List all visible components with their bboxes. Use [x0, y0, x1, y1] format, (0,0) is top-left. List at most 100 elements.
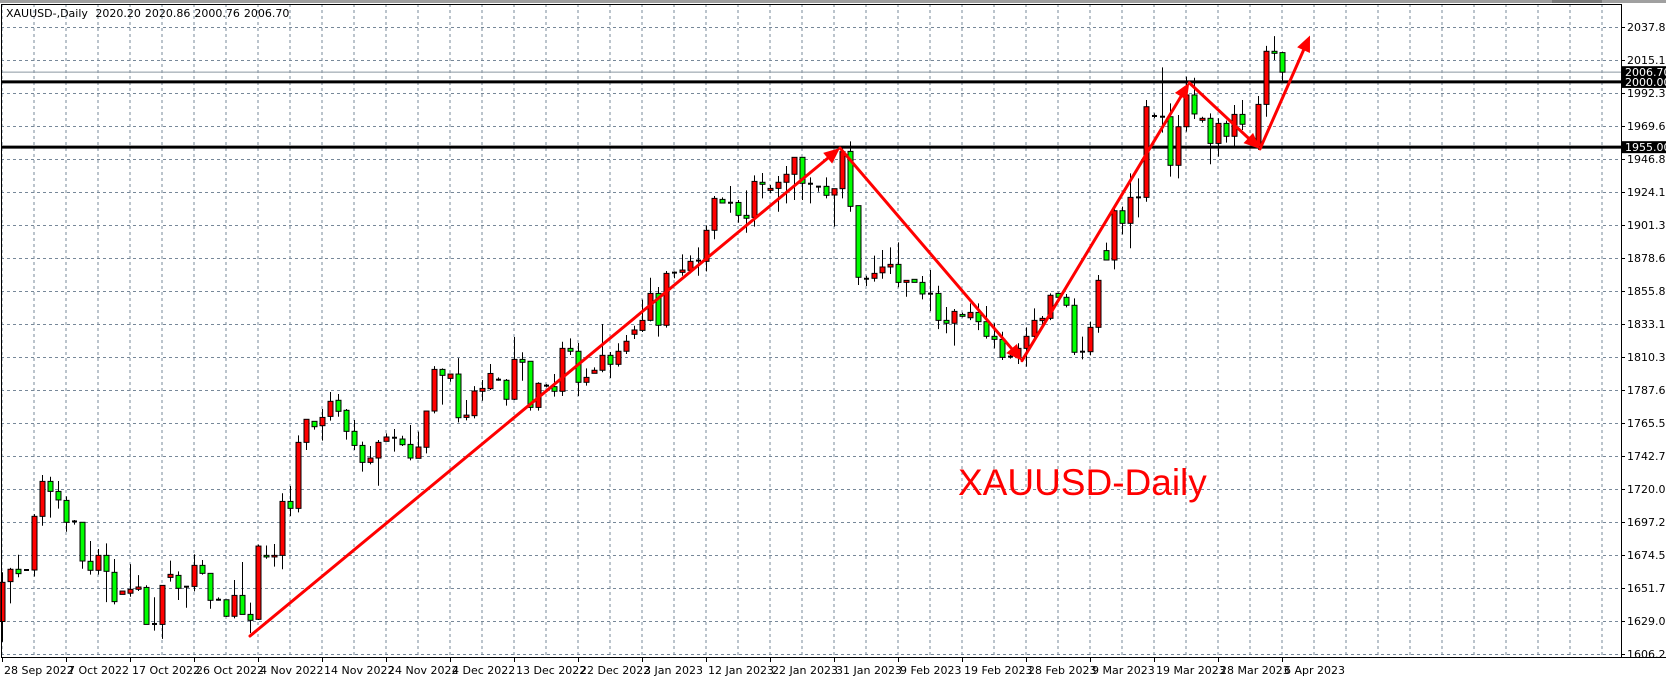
candle-body	[455, 373, 462, 419]
date-tick-label: 19 Mar 2023	[1156, 664, 1226, 677]
close-value: 2006.70	[243, 7, 290, 20]
candle-body	[191, 564, 198, 587]
candle-body	[0, 581, 6, 623]
scroll-tab[interactable]	[1552, 0, 1602, 3]
trend-arrow	[1020, 82, 1190, 363]
candle	[623, 335, 630, 355]
candle-body	[1255, 103, 1262, 148]
candle-body	[1199, 117, 1206, 121]
date-tick-label: 7 Oct 2022	[68, 664, 129, 677]
candle	[399, 435, 406, 446]
candle-body	[47, 480, 54, 492]
trend-arrow	[248, 148, 840, 638]
candle-body	[871, 272, 878, 279]
candle	[855, 205, 862, 285]
candle	[95, 548, 102, 575]
grid	[1, 4, 1621, 657]
price-axis[interactable]: 2037.85 2015.10 1992.35 1969.60 1946.85 1924.…	[1621, 21, 1666, 661]
candle-body	[951, 310, 958, 324]
candle	[759, 172, 766, 199]
candle-body	[207, 572, 214, 601]
candle-body	[1063, 296, 1070, 306]
candle	[607, 351, 614, 378]
candle-body	[375, 441, 382, 459]
candle	[375, 440, 382, 486]
candle-body	[231, 594, 238, 617]
candle-body	[615, 350, 622, 365]
candle	[703, 225, 710, 272]
candle	[943, 307, 950, 334]
bid-price-tag-bg	[1622, 66, 1666, 79]
candle-body	[711, 197, 718, 231]
candle	[935, 285, 942, 330]
candle	[1136, 178, 1141, 218]
candle-body	[247, 613, 254, 621]
candle-body	[303, 418, 310, 443]
trend-arrow	[1258, 35, 1310, 151]
candle-body	[1271, 50, 1278, 54]
candle	[447, 373, 454, 382]
candle-body	[1207, 117, 1214, 144]
candle	[247, 602, 254, 634]
candle	[615, 343, 622, 367]
candle-body	[463, 414, 470, 418]
candle	[63, 496, 70, 532]
candle	[319, 409, 326, 441]
candle-body	[327, 400, 334, 417]
candle-body	[503, 379, 510, 400]
candle-body	[1119, 210, 1126, 224]
level-price-tag: 2000.00	[1625, 76, 1666, 89]
candle	[519, 352, 526, 381]
candle	[887, 247, 894, 274]
candle	[479, 379, 486, 401]
candle-body	[775, 181, 782, 189]
candle	[279, 493, 286, 570]
candle	[791, 156, 798, 200]
candle	[103, 543, 110, 603]
date-tick-label: 22 Jan 2023	[772, 664, 838, 677]
candle	[511, 337, 518, 401]
candle-body	[919, 281, 926, 295]
candle	[783, 166, 790, 204]
candle	[591, 367, 598, 374]
candle	[1175, 114, 1182, 179]
candle	[1160, 67, 1165, 133]
price-tick-label: 1946.85	[1627, 153, 1666, 166]
candle	[184, 585, 189, 608]
candle	[463, 400, 470, 421]
candle	[72, 519, 77, 525]
candle	[808, 177, 813, 204]
candle	[55, 480, 62, 509]
candle	[255, 544, 262, 621]
candle-body	[759, 181, 766, 185]
date-tick-label: 4 Nov 2022	[260, 664, 323, 677]
candle	[143, 585, 150, 625]
candle-body	[1215, 122, 1222, 144]
candle-body	[983, 321, 990, 337]
candle-body	[975, 311, 982, 323]
candle	[903, 279, 910, 297]
price-tick-label: 1765.50	[1627, 417, 1666, 430]
candle	[471, 386, 478, 419]
candle-body	[839, 151, 846, 190]
price-tick-label: 1629.00	[1627, 615, 1666, 628]
candle-body	[335, 399, 342, 412]
candle-body	[559, 347, 566, 392]
candle	[1119, 206, 1126, 235]
candle	[239, 562, 246, 615]
candle	[1263, 45, 1270, 117]
candle	[655, 287, 662, 337]
candle	[1008, 355, 1013, 359]
candle-body	[79, 521, 86, 562]
candle	[847, 141, 854, 212]
candle	[223, 599, 230, 618]
candle-body	[791, 156, 798, 175]
price-tick-label: 1992.35	[1627, 87, 1666, 100]
candle	[672, 271, 677, 279]
candle-body	[1223, 122, 1230, 137]
horizontal-levels	[1, 71, 1621, 149]
price-tick-label: 1742.75	[1627, 450, 1666, 463]
price-tick-label: 1606.25	[1627, 648, 1666, 661]
